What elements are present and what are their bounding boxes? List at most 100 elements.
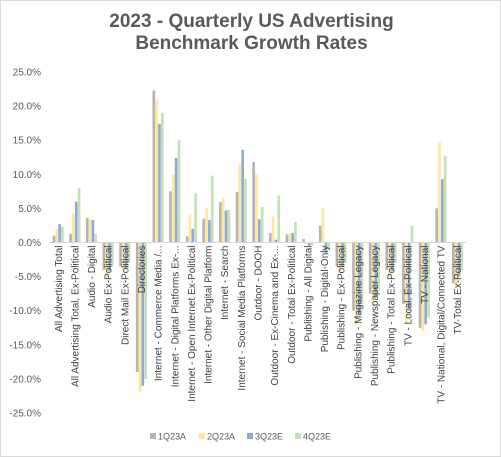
bar: [435, 208, 439, 243]
bar: [454, 242, 458, 287]
bar: [138, 242, 142, 393]
bar: [202, 218, 206, 243]
bar: [224, 210, 228, 243]
x-category-label: Directories: [137, 246, 148, 294]
bar: [169, 191, 172, 243]
bar: [135, 242, 139, 373]
y-axis-ticks: 25.0% 20.0% 15.0% 10.0% 5.0% 0.0% -5.0% -10.0% -…: [9, 68, 41, 420]
x-category-label: Internet - Commerce Media /...: [154, 246, 165, 382]
bar: [55, 228, 59, 243]
bar: [108, 242, 111, 272]
bar: [105, 242, 109, 277]
bar: [424, 242, 428, 325]
x-category-label: Internet - Search: [220, 246, 231, 320]
x-category-label: Outdoor - DOOH: [254, 246, 265, 321]
x-axis-category-labels: All Advertising Total All Advertising Tot…: [54, 245, 464, 404]
bar: [74, 201, 78, 243]
bar: [244, 179, 247, 243]
bar: [324, 242, 328, 253]
bar: [208, 219, 211, 243]
y-tick-label: 15.0%: [13, 136, 41, 147]
bar: [402, 242, 405, 304]
bar: [171, 174, 175, 243]
x-category-label: TV - National, Digital/Connected TV: [437, 245, 448, 404]
bar: [371, 242, 375, 304]
x-category-label: Internet - Digital Platforms Ex-...: [170, 245, 181, 387]
x-category-label: Audio - Digital: [87, 246, 98, 308]
bar: [177, 140, 181, 243]
bar: [374, 242, 378, 298]
bar: [191, 228, 195, 243]
bar: [88, 219, 92, 243]
bar: [94, 233, 98, 243]
bar: [452, 242, 455, 284]
x-category-label: Direct Mail Ex-Political: [120, 246, 131, 345]
x-category-label: Publishing - Total Ex-Political: [387, 246, 398, 374]
bar: [421, 242, 425, 332]
bar: [227, 209, 231, 243]
bar: [255, 174, 258, 243]
bar: [160, 112, 164, 243]
y-tick-label: -10.0%: [9, 306, 41, 317]
bar: [310, 242, 314, 246]
x-category-label: All Advertising Total: [54, 246, 65, 333]
y-tick-label: 20.0%: [13, 102, 41, 113]
x-category-label: TV-Total Ex-Political: [453, 246, 464, 335]
bar: [260, 207, 264, 243]
bar: [235, 192, 239, 243]
bar: [185, 236, 189, 243]
bar: [338, 242, 341, 274]
bar: [344, 242, 347, 263]
bar: [418, 242, 422, 328]
bar: [368, 242, 372, 294]
bar: [404, 242, 408, 325]
bar: [141, 242, 145, 386]
legend-swatch: [150, 433, 156, 439]
bar: [158, 123, 161, 243]
bar: [288, 233, 292, 243]
legend-label: 1Q23A: [158, 432, 186, 442]
bar: [427, 242, 430, 318]
bar: [341, 242, 344, 268]
x-category-label: TV - Local, Ex-Political: [403, 246, 414, 347]
x-category-label: Publishing - Ex-Political: [337, 246, 348, 351]
y-tick-label: 25.0%: [13, 68, 41, 79]
legend-label: 2Q23A: [207, 432, 235, 442]
bar: [91, 219, 95, 243]
bar: [221, 198, 225, 243]
y-tick-label: -20.0%: [9, 374, 41, 385]
x-category-label: Publishing - Newspaper Legacy: [370, 245, 381, 386]
bar: [385, 242, 389, 270]
x-category-label: Publishing - Magazine Legacy: [353, 246, 364, 379]
bar: [327, 242, 331, 250]
bar: [441, 179, 444, 243]
bar: [119, 242, 122, 267]
bar: [122, 242, 125, 270]
bar: [388, 242, 391, 277]
x-category-label: Audio Ex-Political: [104, 246, 115, 324]
bar: [274, 239, 278, 243]
bar: [393, 242, 397, 263]
legend-label: 4Q23E: [303, 432, 331, 442]
bar: [271, 216, 275, 243]
bar: [305, 242, 308, 244]
bar: [144, 242, 147, 379]
bar: [318, 225, 322, 243]
x-category-label: TV - National: [420, 246, 431, 304]
x-category-label: Internet - Open Internet Ex-Political: [187, 246, 198, 402]
legend: 1Q23A 2Q23A 3Q23E 4Q23E: [150, 432, 331, 442]
bar: [258, 219, 261, 243]
bar: [152, 90, 156, 243]
bar: [355, 242, 358, 325]
bar: [335, 242, 339, 267]
legend-swatch: [247, 433, 253, 439]
bar: [52, 235, 56, 243]
bar: [277, 195, 281, 243]
bar: [124, 242, 128, 269]
bar: [443, 155, 447, 243]
bar: [307, 242, 311, 246]
bar: [391, 242, 394, 272]
x-category-label: Internet - Social Media Platforms: [237, 245, 248, 390]
x-category-label: All Advertising Total, Ex-Political: [70, 246, 81, 388]
